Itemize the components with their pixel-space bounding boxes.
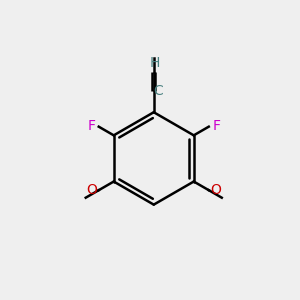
Text: O: O — [86, 183, 97, 197]
Text: O: O — [211, 183, 221, 197]
Text: C: C — [153, 84, 163, 98]
Text: H: H — [149, 56, 160, 70]
Text: F: F — [87, 118, 95, 133]
Text: F: F — [212, 118, 220, 133]
